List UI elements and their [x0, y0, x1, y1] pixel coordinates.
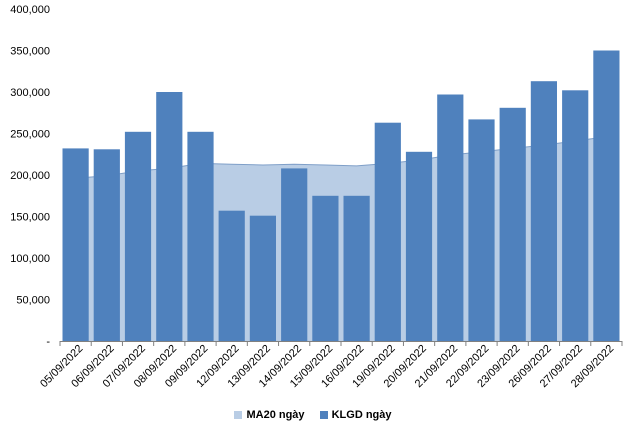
legend-item-ma20: MA20 ngày	[234, 409, 305, 421]
legend: MA20 ngày KLGD ngày	[0, 409, 626, 422]
klgd-bar	[124, 131, 152, 341]
ma20-area	[75, 136, 607, 341]
legend-label-klgd: KLGD ngày	[331, 409, 392, 421]
klgd-bar	[93, 149, 120, 341]
klgd-bar	[312, 195, 339, 342]
klgd-bar	[343, 195, 370, 342]
klgd-bar	[281, 168, 308, 341]
x-axis-labels: 05/09/202206/09/202207/09/202208/09/2022…	[38, 343, 616, 390]
klgd-bar	[468, 119, 495, 342]
y-tick-label: 200,000	[10, 170, 50, 182]
y-axis-labels: - 50,000 100,000 150,000 200,000 250,000 300,0…	[10, 4, 50, 348]
legend-swatch-ma20	[234, 411, 243, 419]
y-tick-label: 100,000	[10, 253, 50, 265]
y-tick-label: -	[46, 336, 50, 348]
ma20-area-layer	[75, 136, 607, 341]
klgd-bar	[62, 148, 89, 341]
klgd-bar	[218, 210, 245, 341]
legend-item-klgd: KLGD ngày	[319, 409, 392, 421]
legend-swatch-klgd	[319, 411, 328, 419]
y-tick-label: 400,000	[10, 4, 50, 16]
klgd-bar	[562, 90, 589, 341]
klgd-bar	[437, 94, 464, 341]
y-tick-label: 50,000	[16, 295, 50, 307]
legend-label-ma20: MA20 ngày	[246, 409, 305, 421]
klgd-bar	[156, 92, 183, 341]
y-tick-label: 250,000	[10, 129, 50, 141]
x-axis-ticks	[59, 341, 623, 346]
klgd-bar-layer	[62, 50, 620, 342]
y-tick-label: 350,000	[10, 46, 50, 58]
klgd-bar	[530, 81, 557, 341]
y-tick-label: 300,000	[10, 87, 50, 99]
klgd-bar	[249, 215, 276, 341]
y-tick-label: 150,000	[10, 212, 50, 224]
klgd-bar	[499, 107, 526, 341]
klgd-bar	[593, 50, 620, 341]
klgd-bar	[187, 131, 214, 341]
klgd-bar	[405, 151, 433, 341]
klgd-bar	[374, 122, 401, 341]
